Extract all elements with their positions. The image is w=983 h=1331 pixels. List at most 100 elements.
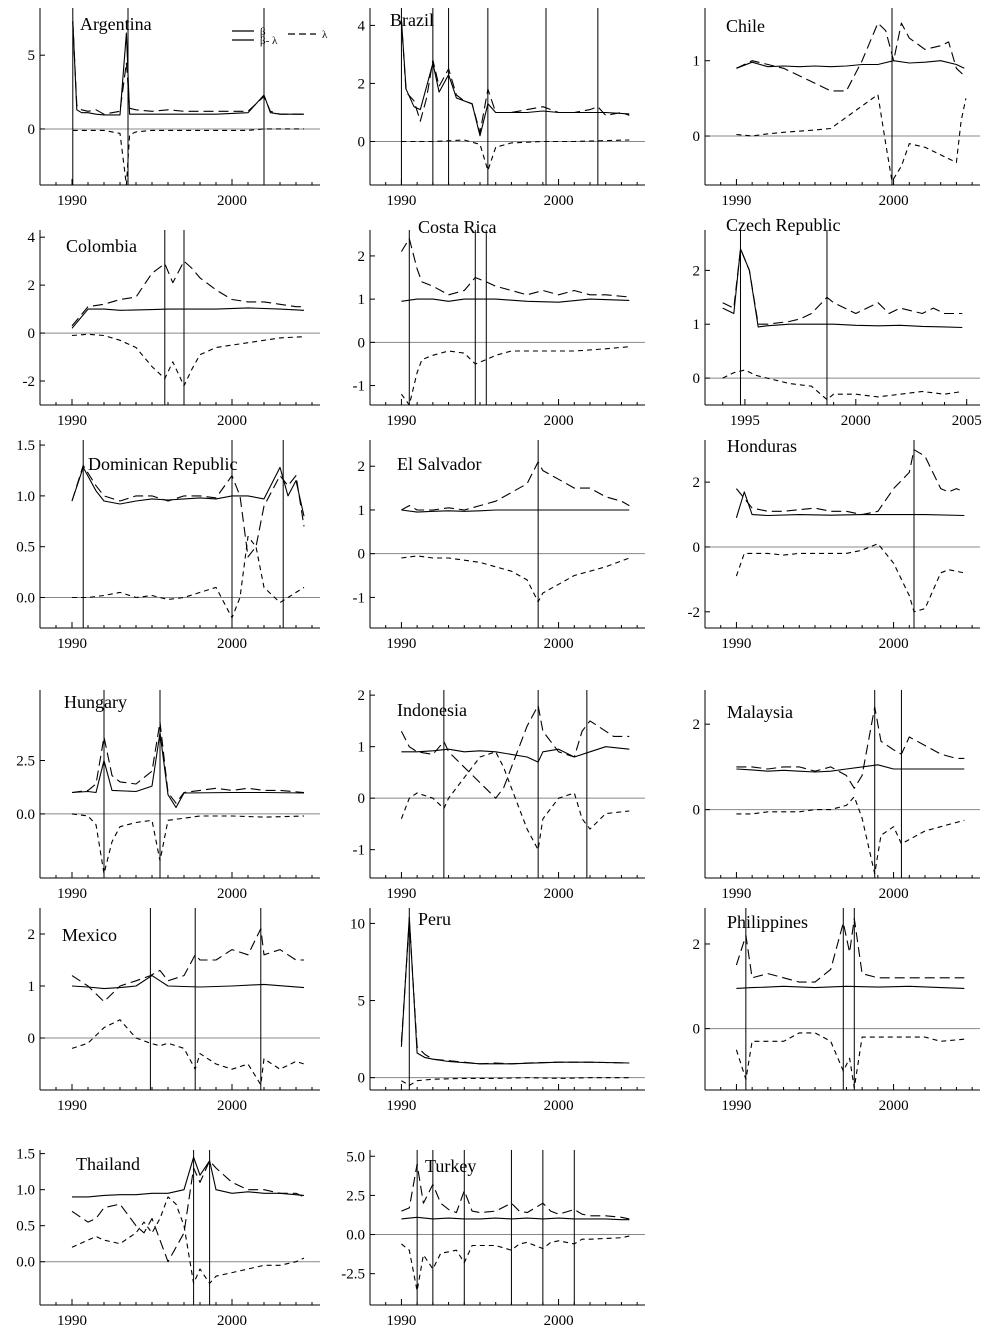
series-line-beta-minus-lambda [72,1156,305,1198]
x-tick-label: 1990 [721,886,751,902]
y-tick-label: 0 [358,134,366,150]
series-line-beta [401,461,630,511]
y-tick-label: 1 [693,54,701,70]
y-tick-label: 0 [358,335,366,351]
series-line-beta-minus-lambda [71,466,305,517]
y-tick-label: 2.5 [16,754,35,770]
y-tick-label: 0 [28,1031,36,1047]
series-line-beta [71,928,304,1003]
x-tick-label: 2000 [879,1098,909,1114]
y-tick-label: 2 [693,717,701,733]
y-tick-label: 0.0 [16,591,35,607]
series-line-beta [401,1163,630,1220]
series-line-beta-minus-lambda [401,509,630,513]
y-tick-label: 1 [358,292,366,308]
y-tick-label: -2 [23,374,36,390]
panel-title: Mexico [62,925,117,945]
series-line-lambda [735,543,965,613]
chart-panel-el-salvador: -1 0 1 2 1990 2000 El Salvador [353,440,645,652]
panel-title: Turkey [425,1156,476,1176]
x-tick-label: 2000 [544,413,574,429]
legend-label-lambda: λ [322,29,328,41]
y-tick-label: 2 [693,937,701,953]
y-tick-label: 4 [28,230,36,246]
series-line-beta [735,449,965,516]
figure-legend: β β- λ λ [232,26,328,47]
series-line-beta-minus-lambda [736,60,965,69]
panel-title: Colombia [66,236,137,256]
y-tick-label: -1 [353,590,366,606]
x-tick-label: 2000 [217,1098,247,1114]
panel-title: Brazil [390,10,434,30]
y-tick-label: -1 [353,843,366,859]
series-line-lambda [71,1019,305,1086]
chart-panel-malaysia: 0 2 1990 2000 Malaysia [693,690,980,902]
chart-panel-honduras: -2 0 2 1990 2000 Honduras [688,436,980,652]
x-tick-label: 1990 [57,1313,87,1329]
y-tick-label: 0 [358,547,366,563]
x-tick-label: 2000 [841,413,871,429]
y-tick-label: 2 [28,278,36,294]
series-line-lambda [71,333,305,387]
y-tick-label: 0 [693,540,701,556]
y-tick-label: 1.0 [16,1183,35,1199]
x-tick-label: 1990 [57,193,87,209]
series-line-lambda [72,128,304,186]
chart-panel-indonesia: -1 0 1 2 1990 2000 Indonesia [353,688,645,902]
series-line-beta-minus-lambda [71,975,305,990]
y-tick-label: 2 [358,459,366,475]
x-tick-label: 2000 [544,1313,574,1329]
series-line-beta-minus-lambda [400,916,630,1065]
y-tick-label: 0.0 [16,1255,35,1271]
y-tick-label: -2 [688,605,701,621]
series-line-beta-minus-lambda [71,732,305,809]
x-tick-label: 1990 [57,413,87,429]
series-line-beta [400,919,630,1065]
series-line-beta-minus-lambda [72,21,304,116]
x-tick-label: 2000 [879,193,909,209]
chart-panel-thailand: 0.0 0.5 1.0 1.5 1990 2000 Thailand [16,1147,320,1329]
series-line-lambda [401,1235,630,1292]
series-line-lambda [401,1077,630,1086]
chart-panel-colombia: -2 0 2 4 1990 2000 Colombia [23,230,320,429]
series-line-beta-minus-lambda [400,19,630,137]
series-line-beta-minus-lambda [736,985,965,989]
chart-panel-czech-republic: 0 1 2 1995 2000 2005 Czech Republic [693,215,982,429]
y-tick-label: 0.0 [16,807,35,823]
series-line-lambda [736,796,965,875]
chart-panel-peru: 0 5 10 1990 2000 Peru [350,908,645,1114]
series-line-beta-minus-lambda [735,491,965,518]
series-line-beta [71,464,305,558]
panel-title: Dominican Republic [88,454,237,474]
x-tick-label: 1990 [57,636,87,652]
series-line-beta [735,918,965,983]
x-tick-label: 2000 [879,636,909,652]
y-tick-label: 0.5 [16,540,35,556]
panel-title: Peru [418,909,451,929]
series-line-lambda [71,1196,305,1284]
y-tick-label: 2 [358,688,366,704]
x-tick-label: 1990 [386,636,416,652]
series-line-lambda [401,555,630,603]
series-line-beta [71,1160,305,1263]
panel-title: Thailand [76,1154,140,1174]
series-line-lambda [736,94,967,182]
y-tick-label: 4 [358,18,366,34]
x-tick-label: 2000 [217,1313,247,1329]
panel-title: Malaysia [727,702,793,722]
x-tick-label: 1990 [721,636,751,652]
y-tick-label: 0 [28,122,36,138]
chart-panel-turkey: -2.5 0.0 2.5 5.0 1990 2000 Turkey [341,1149,645,1329]
series-line-lambda [722,369,963,401]
legend-label-beta: β [260,26,266,38]
x-tick-label: 2005 [952,413,982,429]
series-line-beta [736,706,965,789]
x-tick-label: 2000 [217,193,247,209]
y-tick-label: 0 [693,129,701,145]
panel-title: Chile [726,16,765,36]
x-tick-label: 2000 [544,193,574,209]
y-tick-label: 0 [693,371,701,387]
y-tick-label: 1 [358,740,366,756]
series-line-beta [71,260,304,327]
